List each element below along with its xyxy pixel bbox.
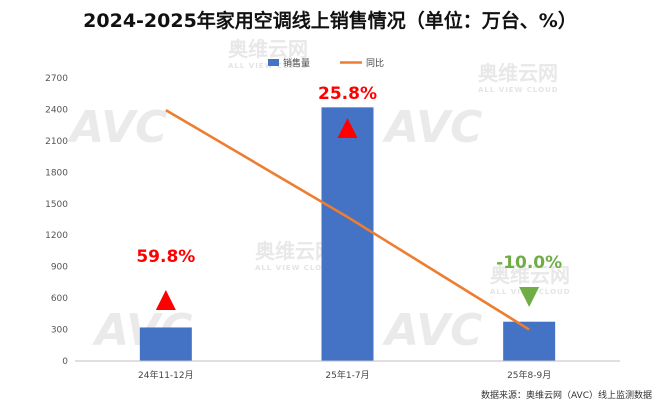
data-label: 59.8% xyxy=(136,247,195,267)
watermark-en: ALL VIEW CLOUD xyxy=(478,86,559,94)
y-axis: 0 300 600 900 1200 1500 1800 2100 2400 2700 xyxy=(45,74,68,367)
triangle-down-icon xyxy=(519,287,540,307)
watermark-group: AVC 奥维云网 ALL VIEW CLOUD AVC 奥维云网 ALL VIE… xyxy=(67,37,570,356)
watermark-cn: 奥维云网 xyxy=(228,37,308,61)
y-tick-label: 600 xyxy=(51,294,68,304)
legend: 销售量 同比 xyxy=(268,57,384,69)
watermark-en: ALL VIEW CLOUD xyxy=(255,264,336,272)
chart-title: 2024-2025年家用空调线上销售情况（单位：万台、%） xyxy=(83,10,577,32)
y-tick-label: 1500 xyxy=(45,200,68,210)
legend-label-bar: 销售量 xyxy=(283,57,310,69)
trend-markers xyxy=(155,118,540,310)
watermark-logo: AVC xyxy=(67,102,167,153)
data-label: -10.0% xyxy=(496,253,562,273)
y-tick-label: 1200 xyxy=(45,231,68,241)
y-tick-label: 0 xyxy=(62,357,68,367)
legend-swatch-bar xyxy=(268,59,279,66)
data-labels: 59.8% 25.8% -10.0% xyxy=(136,84,562,273)
x-tick-label: 25年1-7月 xyxy=(325,369,369,381)
source-note: 数据来源：奥维云网（AVC）线上监测数据 xyxy=(481,389,652,401)
y-tick-label: 2700 xyxy=(45,74,68,84)
yoy-line xyxy=(165,108,530,331)
watermark-cn: 奥维云网 xyxy=(490,263,570,287)
triangle-up-icon xyxy=(155,290,176,310)
x-axis: 24年11-12月 25年1-7月 25年8-9月 xyxy=(75,360,620,381)
y-tick-label: 2100 xyxy=(45,137,68,147)
bar-series xyxy=(139,107,556,361)
bar-0 xyxy=(139,327,192,361)
watermark-logo: AVC xyxy=(382,305,482,356)
x-tick-label: 25年8-9月 xyxy=(507,369,551,381)
line-series xyxy=(165,108,530,331)
data-label: 25.8% xyxy=(318,84,377,104)
bar-2 xyxy=(503,321,556,361)
x-tick-label: 24年11-12月 xyxy=(138,369,194,381)
legend-label-line: 同比 xyxy=(366,57,384,69)
watermark-logo: AVC xyxy=(382,102,482,153)
y-tick-label: 900 xyxy=(51,263,68,273)
y-tick-label: 2400 xyxy=(45,105,68,115)
triangle-up-icon xyxy=(337,118,358,138)
watermark-en: ALL VIEW CLOUD xyxy=(228,62,309,70)
y-tick-label: 1800 xyxy=(45,168,68,178)
bar-1 xyxy=(321,107,374,361)
watermark-cn: 奥维云网 xyxy=(478,61,558,85)
y-tick-label: 300 xyxy=(51,326,68,336)
